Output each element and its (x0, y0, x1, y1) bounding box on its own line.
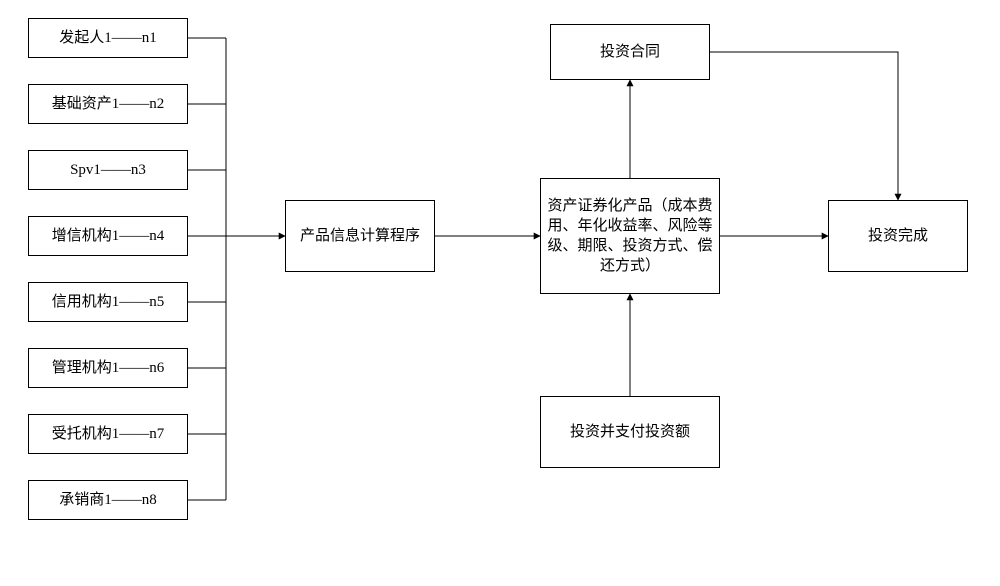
node-trustee-agency: 受托机构1——n7 (28, 414, 188, 454)
node-initiator: 发起人1——n1 (28, 18, 188, 58)
node-product: 资产证券化产品（成本费用、年化收益率、风险等级、期限、投资方式、偿还方式） (540, 178, 720, 294)
node-credit-enhance: 增信机构1——n4 (28, 216, 188, 256)
node-done: 投资完成 (828, 200, 968, 272)
node-underwriter: 承销商1——n8 (28, 480, 188, 520)
flowchart-canvas: 发起人1——n1 基础资产1——n2 Spv1——n3 增信机构1——n4 信用… (0, 0, 1000, 586)
node-contract: 投资合同 (550, 24, 710, 80)
node-calc-program: 产品信息计算程序 (285, 200, 435, 272)
node-manage-agency: 管理机构1——n6 (28, 348, 188, 388)
node-invest-pay: 投资并支付投资额 (540, 396, 720, 468)
node-spv: Spv1——n3 (28, 150, 188, 190)
node-credit-agency: 信用机构1——n5 (28, 282, 188, 322)
node-basic-asset: 基础资产1——n2 (28, 84, 188, 124)
